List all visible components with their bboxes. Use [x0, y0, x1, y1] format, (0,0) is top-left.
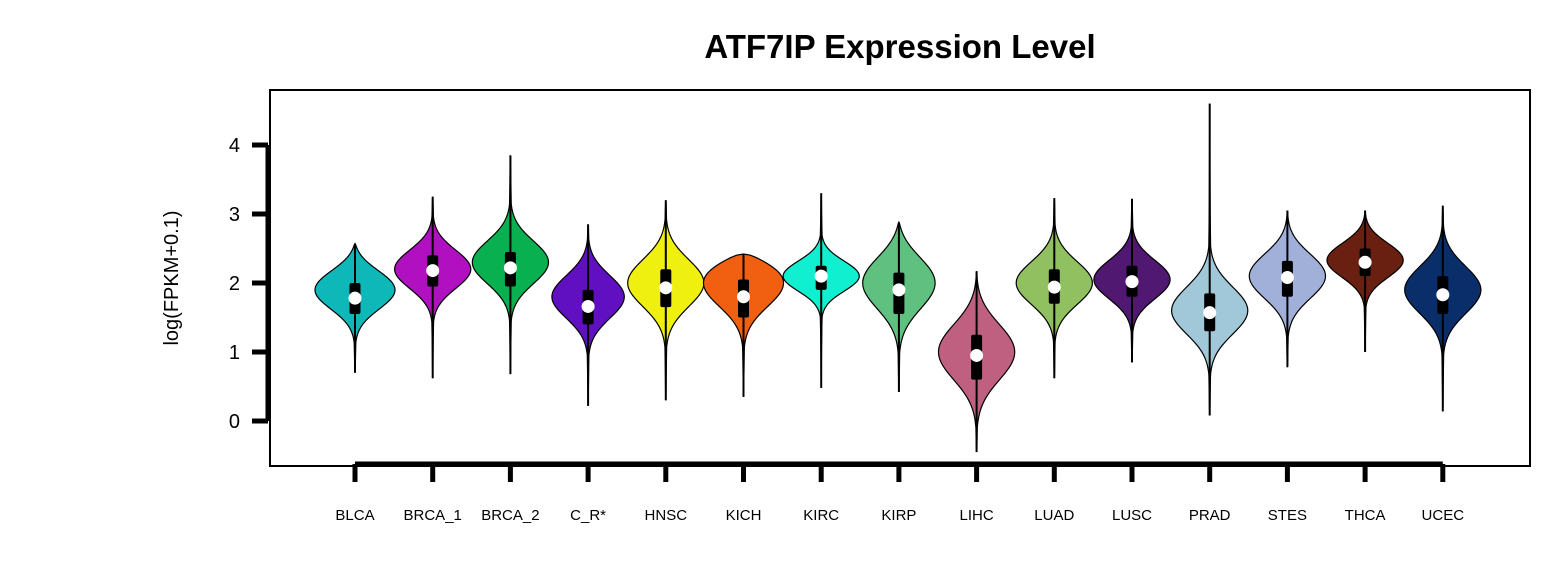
violin-median-point	[1280, 270, 1294, 284]
chart-title: ATF7IP Expression Level	[704, 28, 1095, 65]
violin-brca-1	[394, 196, 472, 379]
x-tick-label: KIRC	[803, 507, 839, 524]
violin-median-point	[503, 261, 517, 275]
violin-brca-2	[471, 155, 550, 375]
violin-luad	[1015, 198, 1093, 379]
violin-kich	[702, 253, 785, 397]
violin-c-r-	[551, 224, 625, 406]
violin-median-point	[737, 290, 750, 304]
violin-median-point	[581, 299, 595, 313]
violin-median-point	[892, 283, 906, 297]
y-tick-label: 0	[229, 411, 240, 433]
violin-stes	[1248, 210, 1327, 368]
violin-median-point	[1125, 275, 1139, 289]
violin-median-point	[659, 281, 673, 295]
x-tick-label: BRCA_1	[404, 507, 462, 524]
y-tick-label: 3	[229, 204, 240, 226]
x-tick-label: PRAD	[1189, 507, 1231, 524]
violin-thca	[1326, 210, 1404, 353]
x-tick-label: THCA	[1345, 507, 1386, 524]
violin-median-point	[814, 269, 828, 283]
x-tick-label: KIRP	[881, 507, 916, 524]
x-axis: BLCA BRCA_1 BRCA_2 C_R* HNSC KICH KIRC KIRP LIHC…	[335, 461, 1465, 524]
violin-median-point	[1436, 288, 1450, 302]
x-tick-label: KICH	[726, 507, 762, 524]
violin-hnsc	[627, 200, 705, 401]
violin-kirp	[862, 220, 936, 393]
x-tick-label: LUSC	[1112, 507, 1152, 524]
y-tick-label: 4	[229, 135, 240, 157]
violin-prad	[1171, 103, 1249, 416]
y-tick-label: 2	[229, 273, 240, 295]
x-tick-label: HNSC	[645, 507, 688, 524]
x-tick-label: C_R*	[570, 507, 606, 524]
violins	[314, 103, 1482, 453]
violin-median-point	[1203, 306, 1217, 320]
x-tick-label: UCEC	[1422, 507, 1465, 524]
y-axis: 0 1 2 3 4	[229, 135, 271, 433]
violin-ucec	[1404, 205, 1482, 412]
violin-median-point	[1047, 280, 1061, 294]
violin-median-point	[426, 264, 440, 278]
violin-median-point	[970, 348, 984, 362]
y-axis-label: log(FPKM+0.1)	[161, 210, 183, 345]
y-tick-label: 1	[229, 342, 240, 364]
violin-median-point	[348, 291, 362, 305]
x-tick-label: BRCA_2	[481, 507, 539, 524]
violin-lusc	[1093, 198, 1171, 363]
violin-kirc	[782, 193, 860, 388]
x-tick-label: STES	[1268, 507, 1307, 524]
violin-median-point	[1358, 255, 1372, 269]
x-tick-label: BLCA	[335, 507, 374, 524]
violin-lihc	[937, 271, 1016, 453]
x-tick-label: LUAD	[1034, 507, 1074, 524]
violin-blca	[314, 242, 396, 373]
x-tick-label: LIHC	[960, 507, 994, 524]
